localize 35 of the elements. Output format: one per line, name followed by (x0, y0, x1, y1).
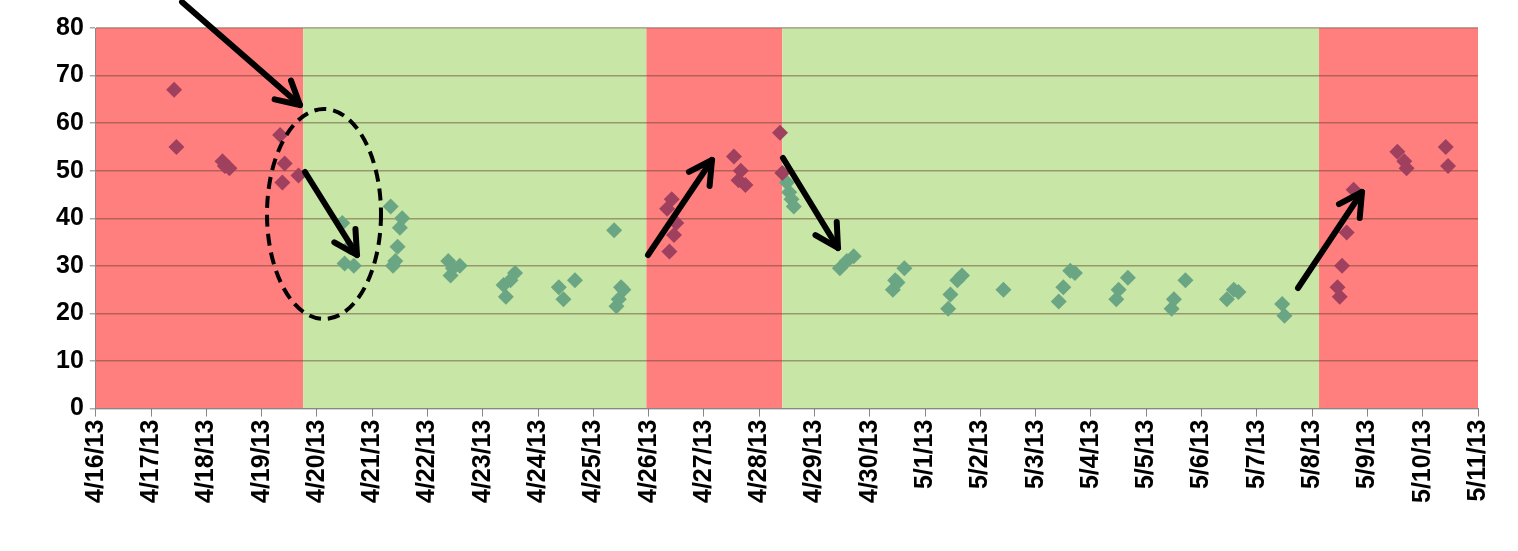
y-tick-label: 20 (56, 297, 84, 326)
x-tick-label: 4/23/13 (466, 419, 495, 504)
x-tick-label: 5/11/13 (1461, 419, 1490, 502)
x-tick-label: 4/25/13 (577, 419, 606, 504)
y-tick-label: 70 (56, 59, 84, 88)
x-tick-label: 5/7/13 (1240, 419, 1269, 490)
y-tick-label: 50 (56, 154, 84, 183)
y-tick-label: 0 (69, 392, 84, 421)
x-tick-label: 5/3/13 (1019, 419, 1048, 490)
x-tick-label: 4/30/13 (853, 419, 882, 504)
x-tick-label: 5/4/13 (1074, 419, 1103, 490)
y-tick-label: 80 (56, 11, 84, 40)
x-tick-label: 5/9/13 (1351, 419, 1380, 490)
x-tick-label: 4/17/13 (134, 419, 163, 504)
x-tick-label: 4/29/13 (798, 419, 827, 504)
x-tick-label: 4/16/13 (79, 419, 108, 504)
x-tick-label: 4/22/13 (411, 419, 440, 504)
x-tick-label: 4/26/13 (632, 419, 661, 504)
y-tick-label: 60 (56, 107, 84, 136)
x-tick-label: 4/24/13 (522, 419, 550, 504)
y-tick-label: 30 (56, 249, 84, 278)
x-tick-label: 5/6/13 (1185, 419, 1214, 490)
x-tick-label: 5/8/13 (1296, 419, 1325, 490)
x-tick-label: 4/27/13 (687, 419, 716, 504)
x-tick-label: 4/18/13 (190, 419, 219, 504)
x-tick-label: 4/21/13 (356, 419, 385, 504)
x-tick-label: 5/10/13 (1406, 419, 1435, 504)
x-tick-label: 4/19/13 (245, 419, 274, 504)
y-tick-label: 10 (56, 344, 84, 373)
x-tick-label: 4/20/13 (300, 419, 329, 504)
x-tick-label: 5/1/13 (909, 419, 938, 490)
y-tick-label: 40 (56, 202, 84, 231)
x-tick-label: 5/5/13 (1130, 419, 1159, 490)
x-tick-label: 5/2/13 (964, 419, 993, 490)
x-tick-label: 4/28/13 (743, 419, 772, 504)
